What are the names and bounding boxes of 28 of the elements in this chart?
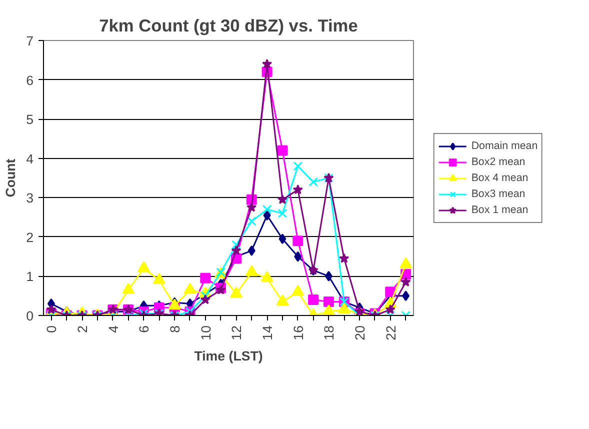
x-tick-label: 20 bbox=[352, 325, 368, 340]
x-tick-label: 10 bbox=[198, 325, 214, 340]
x-tick-label: 18 bbox=[322, 325, 337, 340]
x-tick-label: 6 bbox=[136, 325, 152, 333]
x-tick-label: 0 bbox=[44, 325, 60, 333]
x-axis-title: Time (LST) bbox=[194, 348, 263, 364]
y-tick-label: 5 bbox=[26, 112, 34, 128]
y-tick-label: 0 bbox=[26, 308, 34, 324]
x-tick-label: 14 bbox=[260, 324, 276, 340]
chart-title: 7km Count (gt 30 dBZ) vs. Time bbox=[99, 16, 358, 36]
y-tick-label: 2 bbox=[26, 230, 34, 245]
y-tick-label: 4 bbox=[26, 151, 34, 166]
legend-label: Box 4 mean bbox=[471, 172, 528, 184]
y-tick-label: 1 bbox=[26, 269, 34, 284]
x-tick-label: 4 bbox=[106, 324, 121, 333]
y-tick-label: 6 bbox=[26, 72, 34, 88]
y-tick-label: 7 bbox=[26, 34, 34, 48]
x-tick-label: 8 bbox=[168, 325, 183, 333]
legend-label: Box3 mean bbox=[471, 188, 526, 200]
x-tick-label: 12 bbox=[229, 325, 244, 340]
legend-label: Box2 mean bbox=[471, 156, 526, 168]
legend-label: Box 1 mean bbox=[471, 204, 528, 216]
x-tick-label: 16 bbox=[290, 325, 306, 340]
y-tick-label: 3 bbox=[26, 190, 34, 206]
x-tick-label: 22 bbox=[383, 325, 398, 340]
legend-label: Domain mean bbox=[471, 140, 538, 152]
x-tick-label: 2 bbox=[75, 325, 90, 333]
y-axis-title: Count bbox=[3, 158, 18, 198]
